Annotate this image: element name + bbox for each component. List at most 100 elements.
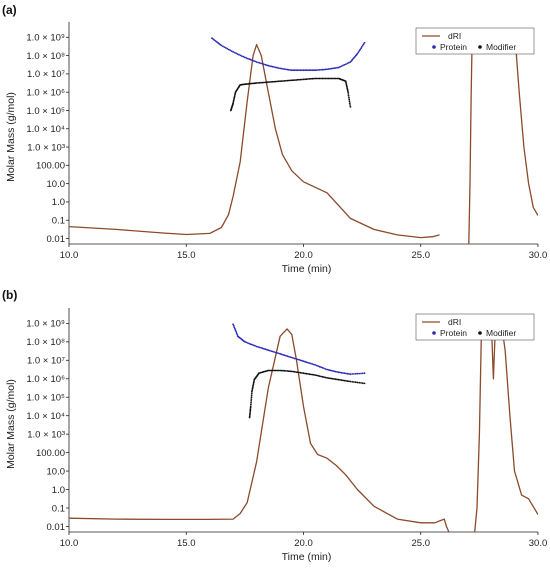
data-point-modifier xyxy=(331,77,334,80)
data-point-modifier xyxy=(312,373,315,376)
y-tick-label: 10.0 xyxy=(47,466,66,477)
x-axis-label: Time (min) xyxy=(282,551,332,563)
data-point-modifier xyxy=(298,371,300,374)
data-point-modifier xyxy=(251,389,254,392)
data-point-modifier xyxy=(232,102,235,105)
data-point-modifier xyxy=(346,88,349,91)
data-point-protein xyxy=(302,69,305,72)
data-point-modifier xyxy=(295,371,298,373)
data-point-modifier xyxy=(360,382,362,384)
y-tick-label: 0.01 xyxy=(47,522,66,533)
data-point-modifier xyxy=(250,400,253,402)
data-point-protein xyxy=(245,341,248,344)
data-point-protein xyxy=(337,371,340,374)
data-point-modifier xyxy=(347,91,349,94)
data-point-modifier xyxy=(349,105,352,108)
y-tick-label: 0.1 xyxy=(52,503,65,514)
data-point-protein xyxy=(274,66,277,69)
data-point-modifier xyxy=(289,79,292,82)
series-protein xyxy=(232,323,366,376)
data-point-protein xyxy=(263,347,265,350)
data-point-protein xyxy=(315,364,318,367)
data-point-protein xyxy=(331,370,334,372)
data-point-protein xyxy=(327,68,330,70)
plot-area xyxy=(69,29,538,244)
data-point-protein xyxy=(363,372,366,375)
data-point-protein xyxy=(353,373,355,375)
data-point-protein xyxy=(289,69,292,71)
data-point-protein xyxy=(302,360,305,363)
data-point-protein xyxy=(270,65,273,68)
data-point-modifier xyxy=(347,94,350,97)
data-point-protein xyxy=(273,351,276,353)
data-point-protein xyxy=(276,352,278,354)
data-point-protein xyxy=(342,64,344,67)
data-point-protein xyxy=(339,65,341,68)
data-point-modifier xyxy=(339,379,341,381)
data-point-modifier xyxy=(302,78,305,81)
data-point-protein xyxy=(339,371,341,374)
data-point-protein xyxy=(324,68,327,71)
data-point-modifier xyxy=(308,373,311,376)
x-tick-label: 10.0 xyxy=(60,250,79,261)
data-point-protein xyxy=(337,66,340,69)
data-point-modifier xyxy=(266,81,268,84)
data-point-modifier xyxy=(363,382,366,385)
data-point-protein xyxy=(254,60,256,63)
data-point-modifier xyxy=(290,79,293,82)
y-tick-label: 1.0 × 10⁸ xyxy=(26,51,65,62)
data-point-modifier xyxy=(353,381,355,383)
data-point-protein xyxy=(279,352,281,355)
x-tick-label: 15.0 xyxy=(177,250,196,261)
data-point-protein xyxy=(333,370,336,373)
x-tick-label: 15.0 xyxy=(177,538,196,549)
data-point-protein xyxy=(314,364,317,366)
data-point-modifier xyxy=(257,82,259,84)
data-point-protein xyxy=(279,67,281,70)
data-point-protein xyxy=(357,51,360,54)
data-point-protein xyxy=(317,365,320,367)
data-point-modifier xyxy=(282,369,284,372)
data-point-modifier xyxy=(267,369,270,372)
data-point-modifier xyxy=(329,377,331,380)
data-point-protein xyxy=(266,64,268,67)
data-point-modifier xyxy=(334,378,337,381)
data-point-modifier xyxy=(273,80,276,83)
data-point-protein xyxy=(255,61,258,63)
y-tick-label: 1.0 × 10³ xyxy=(27,142,65,153)
data-point-protein xyxy=(336,371,339,373)
data-point-protein xyxy=(239,54,242,57)
data-point-protein xyxy=(261,62,264,65)
data-point-modifier xyxy=(289,370,292,373)
data-point-modifier xyxy=(314,374,317,376)
data-point-protein xyxy=(348,61,350,64)
data-point-modifier xyxy=(348,380,350,383)
panel-label: (b) xyxy=(2,288,17,302)
data-point-protein xyxy=(323,367,325,370)
data-point-modifier xyxy=(351,380,354,383)
data-point-protein xyxy=(362,43,365,46)
data-point-modifier xyxy=(340,379,343,382)
data-point-modifier xyxy=(253,380,255,383)
data-point-modifier xyxy=(305,372,308,375)
data-point-protein xyxy=(358,50,361,52)
data-point-protein xyxy=(282,68,284,70)
data-point-modifier xyxy=(252,381,255,384)
data-point-protein xyxy=(333,67,336,70)
data-point-modifier xyxy=(311,373,314,376)
legend-modifier-swatch xyxy=(478,331,482,335)
legend-dri-label: dRI xyxy=(448,31,461,41)
data-point-modifier xyxy=(251,390,253,393)
data-point-modifier xyxy=(317,374,320,377)
data-point-protein xyxy=(336,66,339,69)
data-point-protein xyxy=(309,69,312,72)
data-point-protein xyxy=(257,346,259,348)
data-point-modifier xyxy=(333,77,336,80)
data-point-protein xyxy=(334,370,337,373)
data-point-modifier xyxy=(264,81,267,84)
data-point-protein xyxy=(248,342,251,345)
data-point-modifier xyxy=(321,77,324,80)
data-point-protein xyxy=(349,373,352,376)
x-tick-label: 25.0 xyxy=(412,250,431,261)
series-line-dri xyxy=(69,43,440,239)
